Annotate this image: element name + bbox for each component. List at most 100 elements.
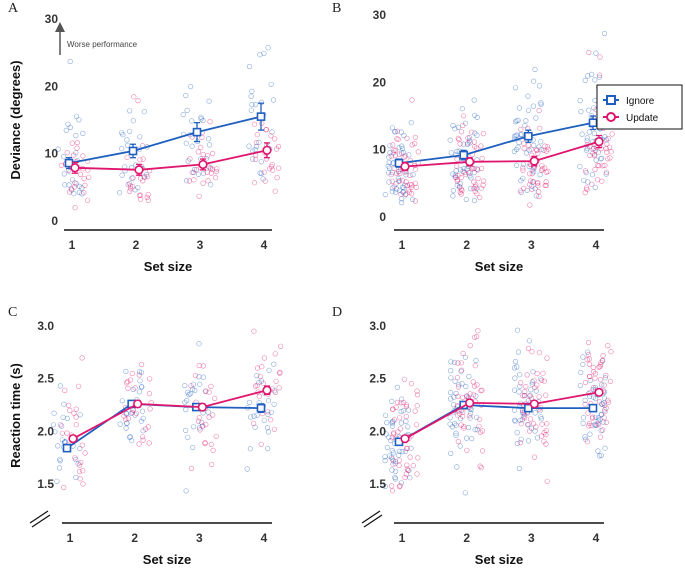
participant-point — [512, 85, 519, 91]
mean-marker-circle — [262, 385, 272, 395]
participant-point — [396, 484, 403, 490]
participant-point — [599, 357, 606, 364]
participant-point — [189, 169, 195, 175]
y-tick-label: 2.0 — [369, 424, 386, 438]
participant-point — [578, 369, 584, 376]
participant-point — [124, 142, 131, 148]
participant-point — [253, 143, 260, 149]
participant-point — [69, 177, 76, 183]
participant-point — [57, 456, 63, 462]
participant-point — [383, 412, 389, 418]
participant-point — [261, 417, 267, 423]
participant-point — [403, 418, 409, 425]
participant-point — [182, 399, 188, 405]
participant-point — [182, 383, 188, 389]
participant-point — [389, 456, 395, 462]
axis-break-mark — [31, 514, 51, 528]
participant-point — [459, 381, 465, 387]
participant-point — [585, 179, 591, 185]
participant-point — [119, 398, 125, 404]
participant-point — [198, 114, 204, 120]
participant-point — [527, 178, 534, 184]
participant-point — [247, 446, 253, 452]
participant-point — [454, 148, 460, 154]
participant-point — [391, 165, 397, 171]
mean-marker-circle — [198, 159, 208, 170]
participant-point — [81, 176, 87, 182]
participant-point — [542, 143, 548, 149]
participant-point — [586, 49, 592, 56]
participant-point — [208, 383, 214, 390]
y-tick-label: 10 — [373, 143, 387, 157]
participant-point — [528, 146, 534, 152]
participant-point — [471, 97, 477, 103]
participant-point — [77, 445, 83, 452]
participant-point — [472, 144, 478, 150]
participant-point — [410, 196, 416, 202]
participant-point — [455, 124, 461, 130]
participant-point — [526, 428, 533, 434]
participant-point — [412, 134, 418, 140]
participant-point — [448, 390, 454, 396]
participant-point — [537, 125, 543, 131]
participant-point — [212, 395, 218, 402]
participant-point — [520, 175, 526, 181]
participant-points — [55, 45, 282, 211]
participant-point — [72, 180, 78, 186]
participant-point — [608, 349, 614, 355]
participant-point — [192, 372, 199, 379]
participant-point — [521, 146, 527, 152]
participant-point — [388, 172, 394, 178]
participant-point — [472, 112, 478, 118]
participant-point — [412, 180, 418, 186]
panel-letter: A — [8, 1, 19, 16]
participant-point — [401, 154, 407, 160]
participant-point — [55, 443, 61, 449]
participant-point — [398, 420, 405, 426]
participant-point — [138, 384, 145, 390]
participant-point — [185, 434, 191, 440]
participant-point — [145, 192, 151, 198]
participant-point — [396, 448, 403, 455]
participant-point — [592, 184, 598, 191]
participant-point — [413, 166, 419, 172]
mean-marker-circle — [68, 434, 78, 444]
participant-point — [602, 402, 608, 408]
participant-point — [529, 379, 536, 385]
participant-point — [596, 399, 603, 405]
participant-point — [393, 468, 399, 475]
participant-point — [407, 475, 413, 481]
participant-point — [140, 415, 146, 421]
participant-point — [473, 357, 479, 364]
participant-point — [518, 436, 524, 442]
participant-point — [530, 103, 537, 109]
participant-point — [592, 375, 598, 381]
participant-point — [130, 118, 136, 124]
participant-point — [409, 142, 415, 148]
participant-point — [467, 413, 473, 419]
participant-point — [592, 395, 599, 402]
participant-point — [530, 421, 537, 427]
participant-point — [587, 431, 593, 437]
panel-b: B 0 10 20 30 1 2 3 4 Set size — [332, 1, 615, 274]
mean-marker-circle — [529, 399, 539, 409]
participant-point — [210, 447, 216, 454]
participant-point — [472, 427, 478, 433]
participant-point — [542, 165, 548, 171]
participant-point — [250, 156, 256, 162]
participant-point — [390, 406, 396, 412]
mean-marker-square — [128, 146, 138, 156]
participant-point — [455, 135, 461, 141]
participant-point — [517, 188, 524, 194]
participant-point — [584, 138, 590, 144]
participant-point — [62, 387, 68, 394]
x-tick-label: 4 — [593, 531, 600, 545]
participant-point — [458, 422, 464, 428]
participant-point — [80, 153, 86, 159]
participant-point — [582, 379, 589, 386]
participant-point — [272, 389, 279, 395]
participant-point — [401, 376, 408, 382]
participant-point — [77, 412, 83, 418]
panel-letter: D — [332, 305, 342, 320]
participant-point — [62, 182, 68, 188]
